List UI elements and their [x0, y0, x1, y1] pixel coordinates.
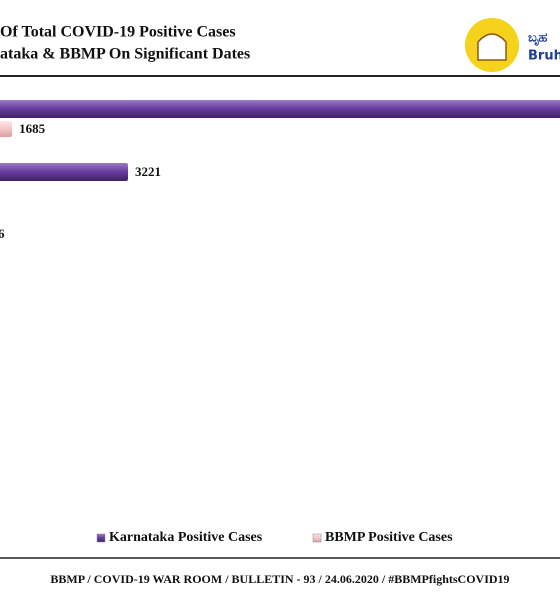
legend-swatch — [96, 533, 106, 543]
legend-swatch — [312, 533, 322, 543]
bar — [0, 121, 13, 137]
logo-subtext: Bruh — [528, 49, 560, 64]
bar — [0, 100, 560, 118]
logo-text: ಬೃಹ — [528, 31, 547, 47]
footer: BBMP / COVID-19 WAR ROOM / BULLETIN - 93… — [50, 572, 509, 586]
data-label: 1685 — [19, 121, 45, 136]
bar — [0, 163, 129, 181]
logo: ಬೃಹ Bruh — [465, 18, 560, 72]
legend-label: BBMP Positive Cases — [325, 530, 453, 545]
logo-dome — [477, 33, 507, 61]
legend-label: Karnataka Positive Cases — [109, 530, 263, 545]
annotation: 6 — [0, 226, 5, 241]
data-label: 3221 — [135, 164, 161, 179]
chart-title: Of Total COVID-19 Positive Cases — [0, 24, 236, 41]
chart-subtitle: ataka & BBMP On Significant Dates — [0, 46, 250, 63]
